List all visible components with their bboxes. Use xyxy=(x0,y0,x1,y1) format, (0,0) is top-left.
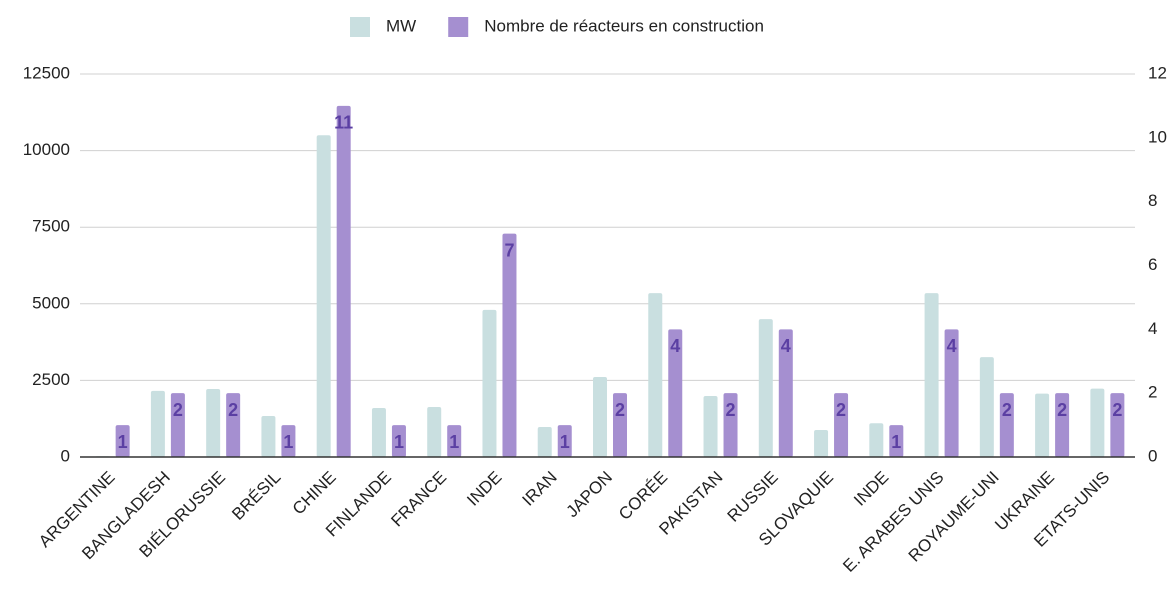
y2-tick-label: 12 xyxy=(1148,63,1167,82)
bar xyxy=(281,425,296,457)
bar xyxy=(371,407,386,457)
bar xyxy=(150,390,165,457)
data-label: 2 xyxy=(1112,400,1122,420)
data-label: 4 xyxy=(781,336,791,356)
legend-swatch xyxy=(448,17,469,37)
legend-label: Nombre de réacteurs en construction xyxy=(484,16,764,35)
bar xyxy=(557,425,572,457)
bar xyxy=(391,425,406,457)
data-label: 2 xyxy=(726,400,736,420)
bar xyxy=(427,407,442,457)
y-tick-label: 7500 xyxy=(32,217,70,236)
data-label: 2 xyxy=(836,400,846,420)
x-tick-label: CHINE xyxy=(289,468,340,519)
x-tick-label: INDE xyxy=(463,468,505,510)
bar xyxy=(834,393,849,457)
data-label: 2 xyxy=(228,400,238,420)
data-label: 2 xyxy=(173,400,183,420)
y2-tick-label: 10 xyxy=(1148,127,1167,146)
x-tick-label: IRAN xyxy=(519,468,561,510)
bar xyxy=(778,329,793,457)
bar xyxy=(226,393,241,457)
data-label: 1 xyxy=(560,432,570,452)
bar xyxy=(814,430,829,457)
bar xyxy=(206,388,221,457)
bar xyxy=(979,357,994,457)
x-tick-label: JAPON xyxy=(562,468,616,522)
bar xyxy=(668,329,683,457)
y-tick-label: 0 xyxy=(61,446,70,465)
data-label: 7 xyxy=(504,240,514,260)
bar xyxy=(336,105,351,458)
data-label: 1 xyxy=(891,432,901,452)
y2-tick-label: 2 xyxy=(1148,383,1157,402)
data-label: 1 xyxy=(394,432,404,452)
bar xyxy=(537,426,552,457)
data-label: 1 xyxy=(283,432,293,452)
bar xyxy=(502,233,517,457)
bar xyxy=(482,309,497,457)
y2-tick-label: 4 xyxy=(1148,319,1157,338)
bar xyxy=(1035,393,1050,457)
bar xyxy=(261,415,276,457)
bar xyxy=(1055,393,1070,457)
data-label: 2 xyxy=(615,400,625,420)
y-tick-label: 2500 xyxy=(32,370,70,389)
bar xyxy=(924,293,939,457)
bar xyxy=(758,319,773,457)
bar xyxy=(1090,388,1105,457)
y-tick-label: 10000 xyxy=(23,140,70,159)
data-label: 4 xyxy=(670,336,680,356)
legend-swatch xyxy=(350,17,370,37)
data-label: 4 xyxy=(947,336,957,356)
x-tick-label: FRANCE xyxy=(387,468,450,531)
y-tick-label: 12500 xyxy=(23,63,70,82)
data-label: 1 xyxy=(118,432,128,452)
bar xyxy=(1110,393,1125,457)
bar xyxy=(703,396,718,457)
y2-tick-label: 0 xyxy=(1148,446,1157,465)
bar xyxy=(723,393,738,457)
x-tick-label: CORÉE xyxy=(615,468,671,524)
y-tick-label: 5000 xyxy=(32,293,70,312)
data-label: 11 xyxy=(334,113,353,133)
y2-tick-label: 8 xyxy=(1148,191,1157,210)
y2-tick-label: 6 xyxy=(1148,255,1157,274)
bar xyxy=(115,425,130,457)
data-label: 1 xyxy=(449,432,459,452)
bar xyxy=(447,425,462,457)
x-tick-label: INDE xyxy=(850,468,892,510)
bar xyxy=(648,293,663,457)
legend-label: MW xyxy=(386,16,416,35)
x-tick-label: BRÉSIL xyxy=(228,468,284,524)
x-tick-label: E. ARABES UNIS xyxy=(839,468,947,576)
bar xyxy=(170,393,185,457)
bar xyxy=(869,423,884,457)
data-label: 2 xyxy=(1057,400,1067,420)
bar xyxy=(613,393,627,457)
data-label: 2 xyxy=(1002,400,1012,420)
bar xyxy=(999,393,1014,457)
bar xyxy=(889,425,904,457)
bar xyxy=(593,377,607,457)
bar xyxy=(944,329,959,457)
bar xyxy=(316,135,331,457)
